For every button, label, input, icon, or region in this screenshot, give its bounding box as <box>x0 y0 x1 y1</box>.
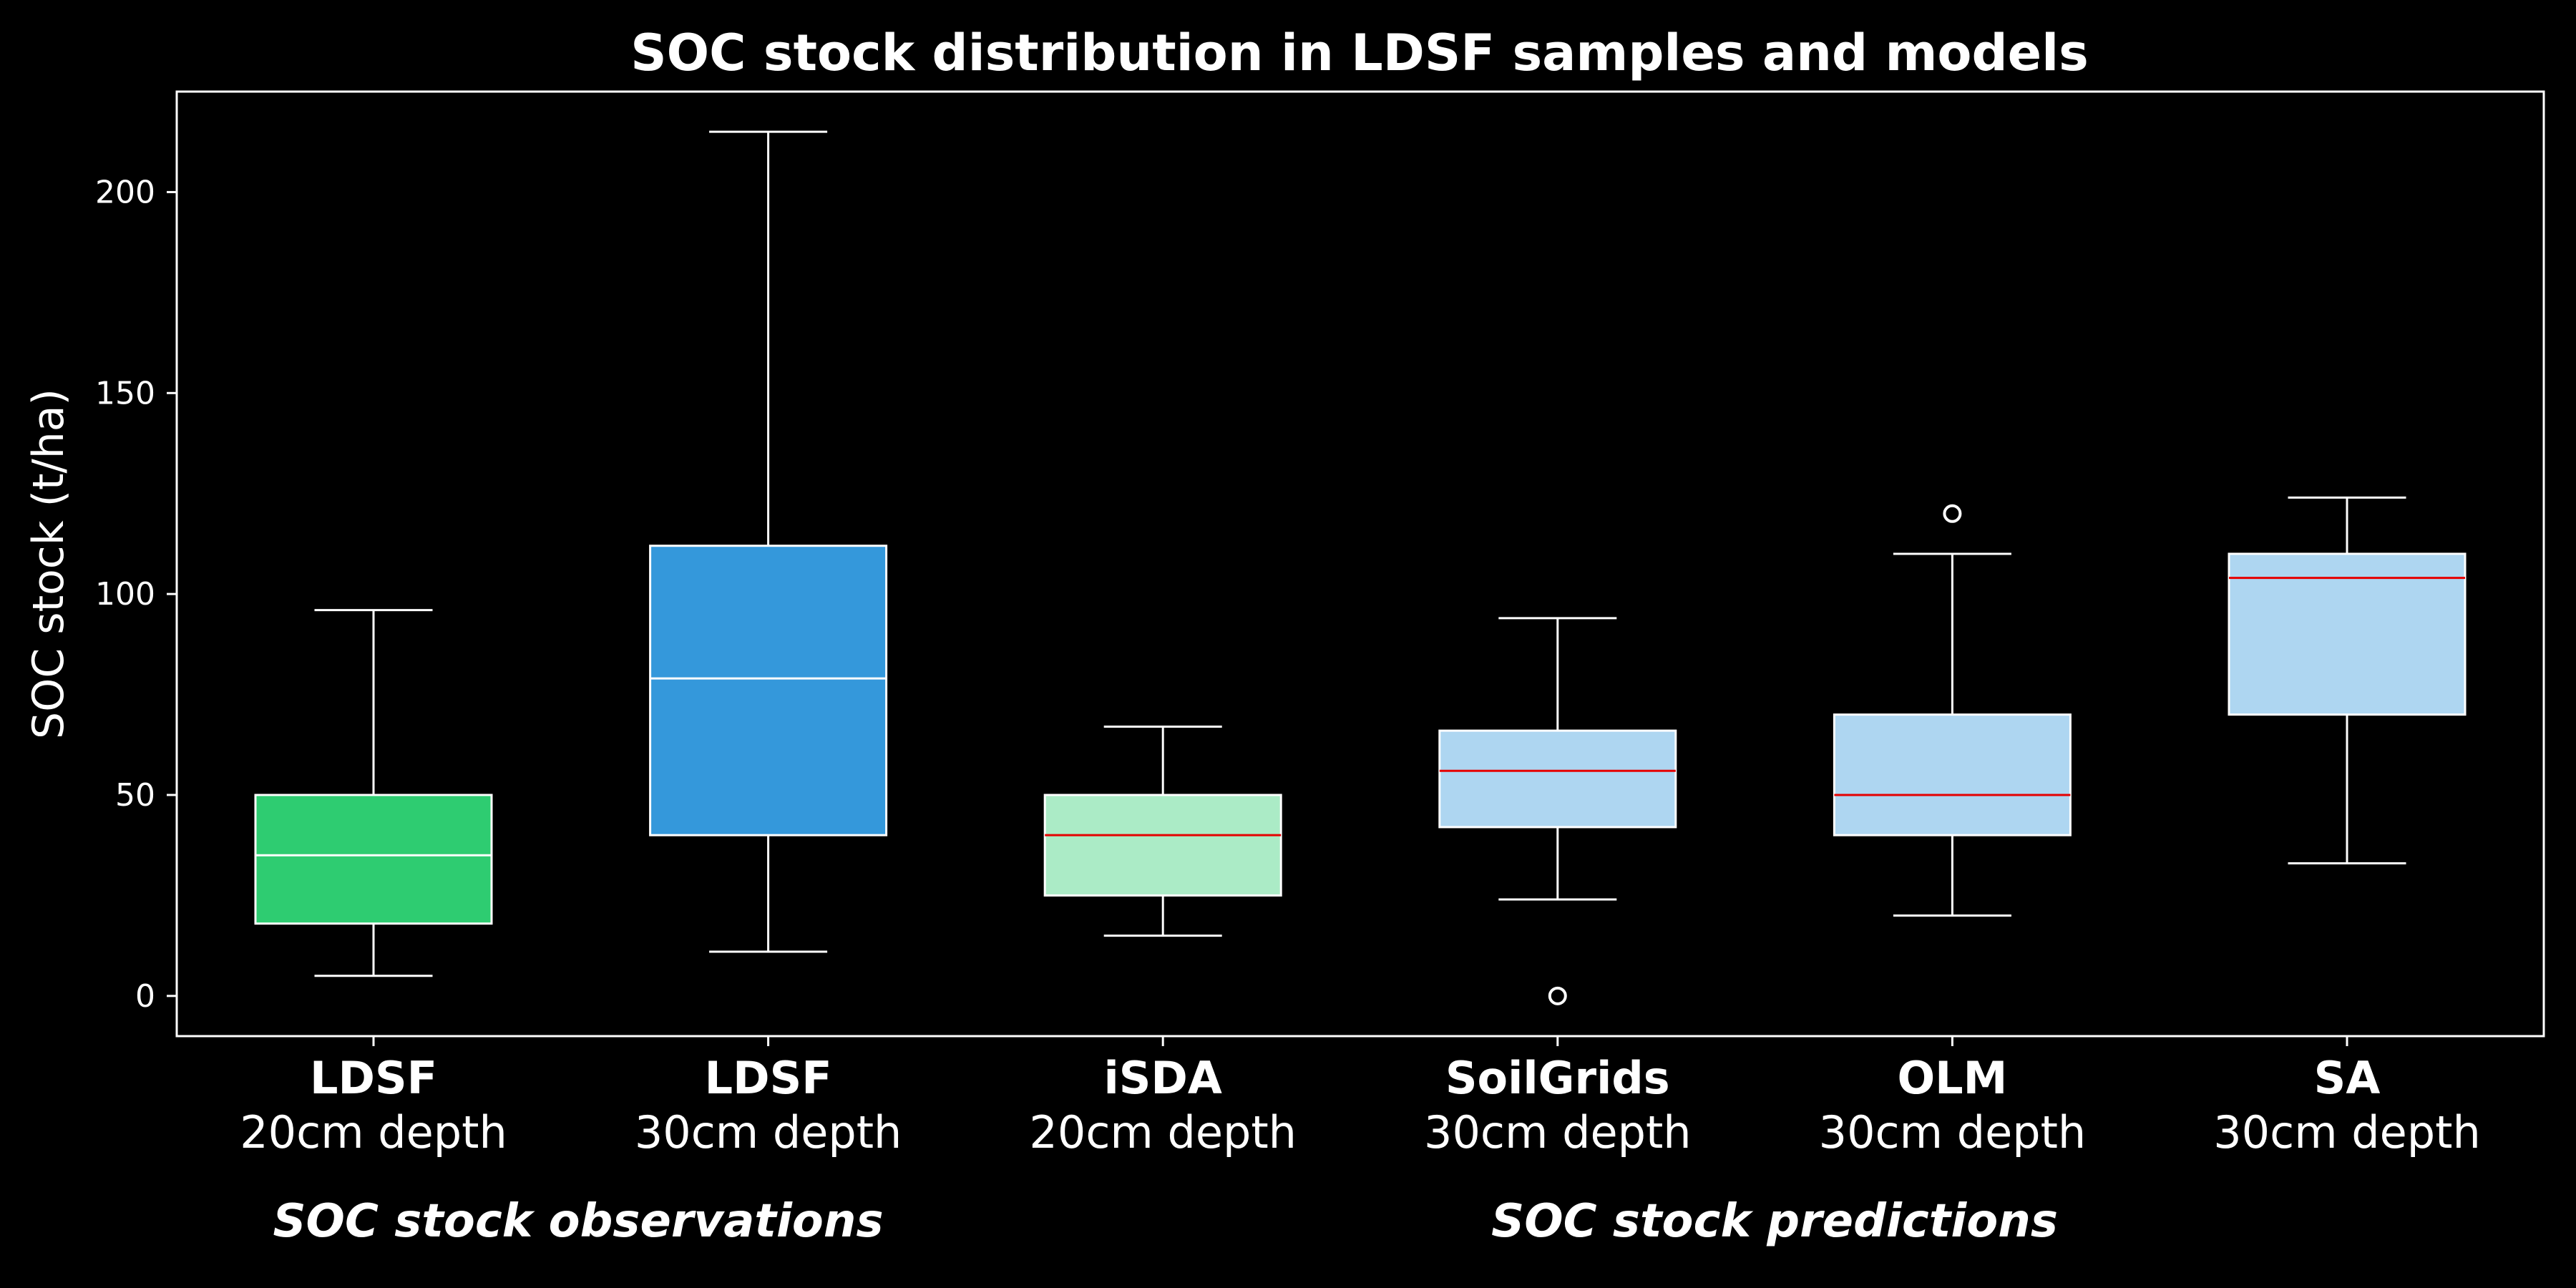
box-plot-olm-4 <box>1833 504 2072 917</box>
x-tick-label-name: SoilGrids <box>1445 1052 1670 1104</box>
group-label-predictions: SOC stock predictions <box>1491 1195 2058 1248</box>
box-iqr <box>1043 794 1282 897</box>
x-tick-label-depth: 30cm depth <box>1819 1106 2087 1158</box>
x-tick-label-depth: 30cm depth <box>635 1106 902 1158</box>
box-plot-ldsf-1 <box>649 130 888 953</box>
x-tick-label-name: OLM <box>1897 1052 2007 1104</box>
group-labels: SOC stock observations SOC stock predict… <box>273 1195 2057 1248</box>
x-tick-label-depth: 30cm depth <box>1424 1106 1692 1158</box>
y-tick-label: 200 <box>95 174 155 210</box>
y-tick-label: 100 <box>95 576 155 613</box>
plot-frame <box>175 90 2545 1038</box>
box-iqr <box>254 794 493 925</box>
box-plot-soilgrids-3 <box>1438 617 1677 1005</box>
box-plot-isda-2 <box>1043 725 1282 937</box>
group-label-observations: SOC stock observations <box>273 1195 883 1248</box>
x-tick-label-name: SA <box>2314 1052 2381 1104</box>
y-axis-label: SOC stock (t/ha) <box>24 389 74 739</box>
outlier-point <box>1943 504 1962 523</box>
outlier-point <box>1548 986 1567 1005</box>
box-plot-sa-5 <box>2228 496 2467 864</box>
x-tick-label-name: LDSF <box>705 1052 832 1104</box>
x-tick-label-depth: 20cm depth <box>1029 1106 1297 1158</box>
box-iqr <box>649 545 888 836</box>
y-axis-ticks: 0 50 100 150 200 <box>95 174 177 1015</box>
y-tick-label: 150 <box>95 375 155 411</box>
box-plots <box>254 130 2467 1005</box>
box-iqr <box>1438 729 1677 829</box>
box-plot-ldsf-0 <box>254 609 493 977</box>
y-tick-label: 50 <box>115 777 155 814</box>
x-tick-label-name: iSDA <box>1104 1052 1222 1104</box>
y-tick-label: 0 <box>135 978 155 1015</box>
x-tick-label-depth: 30cm depth <box>2213 1106 2481 1158</box>
box-iqr <box>1833 713 2072 836</box>
chart-title: SOC stock distribution in LDSF samples a… <box>630 24 2089 82</box>
x-tick-label-depth: 20cm depth <box>240 1106 507 1158</box>
x-tick-label-name: LDSF <box>310 1052 437 1104</box>
box-iqr <box>2228 552 2467 716</box>
